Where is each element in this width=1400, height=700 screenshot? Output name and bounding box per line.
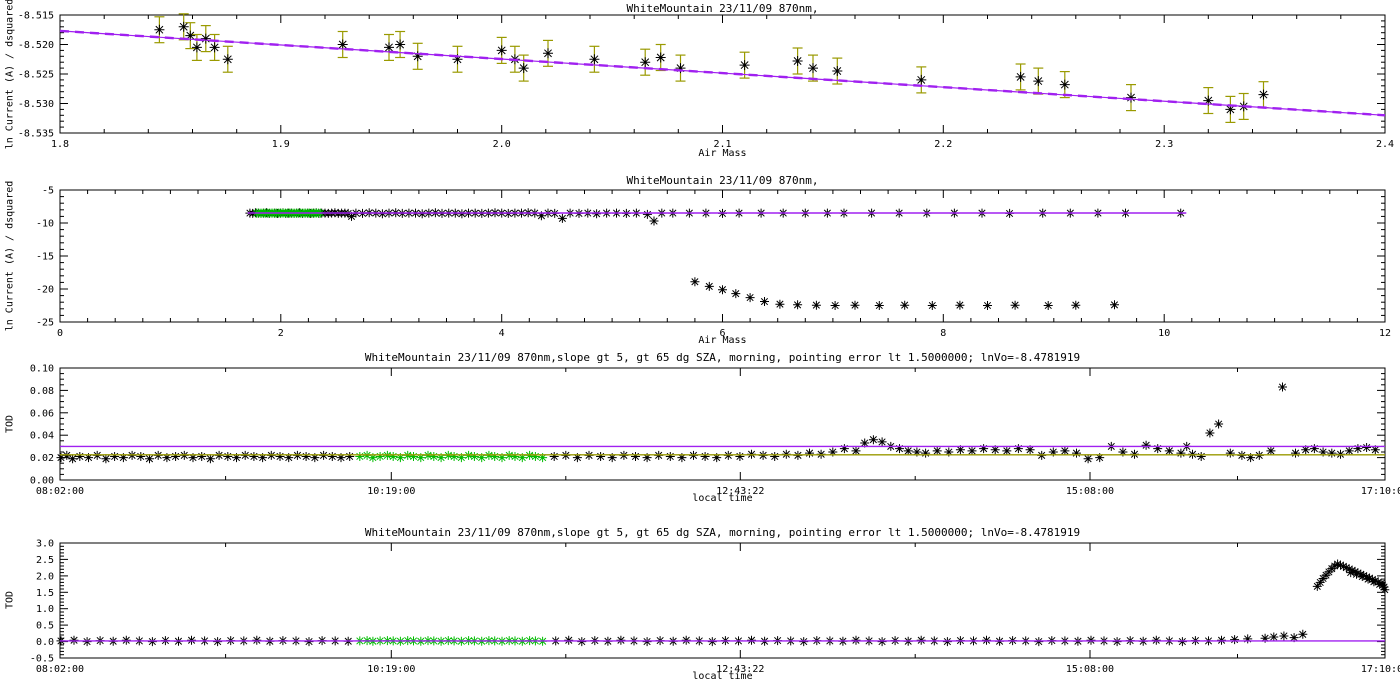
airmass-full-range-chart: 0 2 4 6 8 10 12 -5 -10 -15 -20 -25 — [36, 186, 1391, 340]
svg-text:-5: -5 — [42, 186, 54, 197]
svg-text:2.3: 2.3 — [1155, 139, 1173, 150]
svg-text:10: 10 — [1158, 328, 1170, 339]
langley-fit-chart: 1.8 1.9 2.0 2.1 2.2 2.3 2.4 -8.515 -8.520 -8.525 -… — [18, 11, 1394, 151]
svg-text:12:43:22: 12:43:22 — [716, 664, 764, 675]
svg-text:-0.5: -0.5 — [30, 654, 54, 665]
svg-text:0.08: 0.08 — [30, 386, 54, 397]
panel-title: WhiteMountain 23/11/09 870nm, — [626, 2, 819, 15]
svg-text:10:19:00: 10:19:00 — [367, 664, 415, 675]
svg-text:-15: -15 — [36, 252, 54, 263]
svg-text:0.5: 0.5 — [36, 621, 54, 632]
langley-fit-panel: WhiteMountain 23/11/09 870nm, ln Current… — [0, 0, 1400, 170]
tod-timeseries-panel: WhiteMountain 23/11/09 870nm,slope gt 5,… — [0, 345, 1400, 520]
svg-text:0.06: 0.06 — [30, 408, 54, 419]
svg-text:2.5: 2.5 — [36, 555, 54, 566]
svg-text:1.0: 1.0 — [36, 604, 54, 615]
panel-title: WhiteMountain 23/11/09 870nm,slope gt 5,… — [364, 526, 1081, 539]
svg-text:4: 4 — [499, 328, 505, 339]
svg-text:-8.520: -8.520 — [18, 40, 54, 51]
svg-text:0.02: 0.02 — [30, 453, 54, 464]
svg-text:2.1: 2.1 — [713, 139, 731, 150]
svg-text:-8.535: -8.535 — [18, 129, 54, 140]
svg-text:08:02:00: 08:02:00 — [36, 664, 84, 675]
svg-text:-10: -10 — [36, 219, 54, 230]
svg-text:12:43:22: 12:43:22 — [716, 486, 764, 497]
panel-title: WhiteMountain 23/11/09 870nm, — [626, 174, 819, 187]
svg-text:-8.525: -8.525 — [18, 70, 54, 81]
tod-timeseries-fullscale-chart: 08:02:00 10:19:00 12:43:22 15:08:00 17:10:00… — [30, 539, 1400, 676]
svg-text:3.0: 3.0 — [36, 539, 54, 550]
svg-text:0.0: 0.0 — [36, 637, 54, 648]
svg-text:1.8: 1.8 — [51, 139, 69, 150]
x-axis-label: local time — [692, 493, 753, 504]
svg-text:-20: -20 — [36, 285, 54, 296]
svg-text:1.5: 1.5 — [36, 588, 54, 599]
svg-text:-8.515: -8.515 — [18, 11, 54, 22]
x-axis-label: Air Mass — [698, 335, 747, 346]
svg-text:10:19:00: 10:19:00 — [367, 486, 415, 497]
tod-timeseries-chart: 08:02:00 10:19:00 12:43:22 15:08:00 17:10:00… — [30, 364, 1400, 498]
svg-text:6: 6 — [719, 328, 725, 339]
svg-text:0.00: 0.00 — [30, 476, 54, 487]
panel-title: WhiteMountain 23/11/09 870nm,slope gt 5,… — [364, 351, 1081, 364]
svg-text:-25: -25 — [36, 318, 54, 329]
svg-text:2.0: 2.0 — [493, 139, 511, 150]
svg-text:0: 0 — [57, 328, 63, 339]
svg-text:15:08:00: 15:08:00 — [1066, 664, 1114, 675]
x-axis-label: local time — [692, 671, 753, 682]
svg-text:17:10:00: 17:10:00 — [1361, 486, 1400, 497]
tod-timeseries-fullscale-panel: WhiteMountain 23/11/09 870nm,slope gt 5,… — [0, 520, 1400, 700]
x-axis-label: Air Mass — [698, 148, 747, 159]
svg-text:2.2: 2.2 — [934, 139, 952, 150]
svg-text:2.0: 2.0 — [36, 571, 54, 582]
svg-text:2: 2 — [278, 328, 284, 339]
svg-text:2.4: 2.4 — [1376, 139, 1394, 150]
svg-text:-8.530: -8.530 — [18, 99, 54, 110]
svg-text:1.9: 1.9 — [272, 139, 290, 150]
svg-text:8: 8 — [940, 328, 946, 339]
svg-text:17:10:00: 17:10:00 — [1361, 664, 1400, 675]
svg-text:12: 12 — [1379, 328, 1391, 339]
svg-text:15:08:00: 15:08:00 — [1066, 486, 1114, 497]
svg-text:0.10: 0.10 — [30, 364, 54, 375]
airmass-full-range-panel: WhiteMountain 23/11/09 870nm, ln Current… — [0, 170, 1400, 346]
svg-text:08:02:00: 08:02:00 — [36, 486, 84, 497]
svg-text:0.04: 0.04 — [30, 431, 54, 442]
